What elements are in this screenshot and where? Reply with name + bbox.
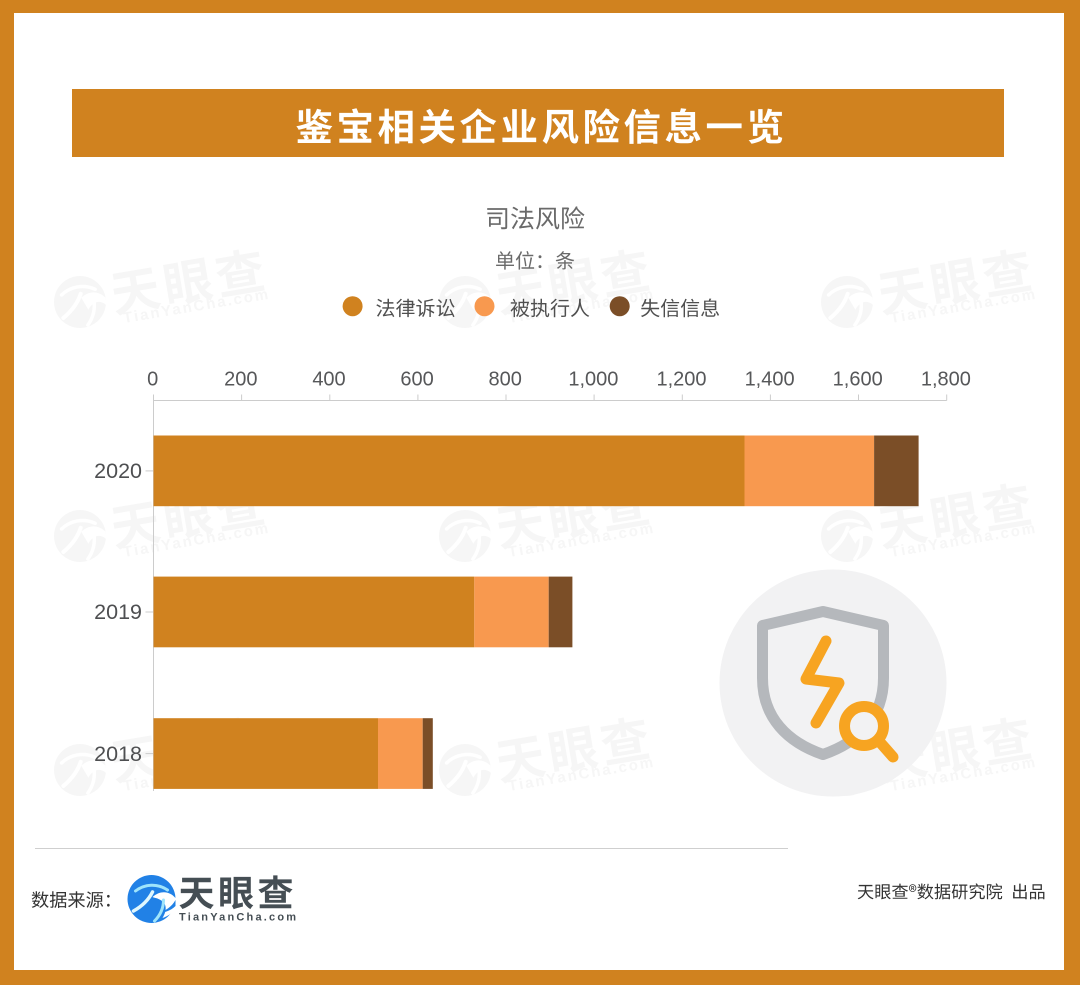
svg-text:1,400: 1,400: [745, 369, 795, 391]
svg-text:1,200: 1,200: [656, 369, 706, 391]
svg-text:200: 200: [224, 369, 257, 391]
svg-text:2020: 2020: [94, 459, 142, 483]
svg-text:2018: 2018: [94, 742, 142, 766]
svg-text:1,600: 1,600: [833, 369, 883, 391]
svg-text:0: 0: [147, 369, 158, 391]
svg-text:TianYanCha.com: TianYanCha.com: [179, 912, 298, 924]
svg-text:600: 600: [400, 369, 433, 391]
svg-text:1,000: 1,000: [568, 369, 618, 391]
svg-text:2019: 2019: [94, 600, 142, 624]
svg-text:1,800: 1,800: [921, 369, 971, 391]
svg-text:800: 800: [489, 369, 522, 391]
svg-text:400: 400: [312, 369, 345, 391]
